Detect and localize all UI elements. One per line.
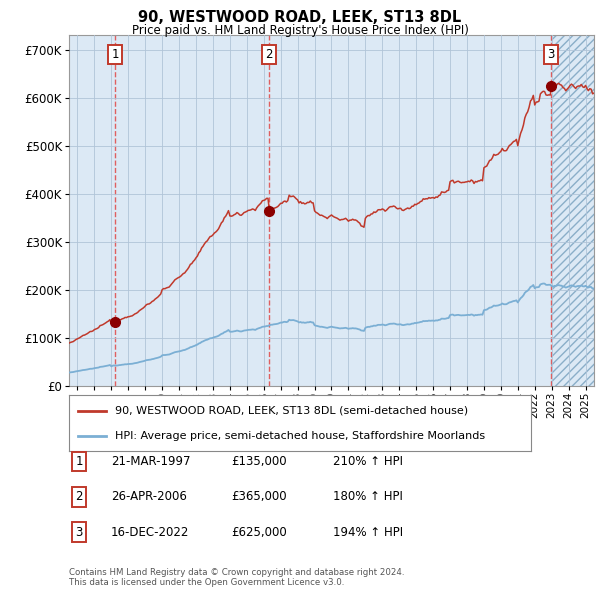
Text: 194% ↑ HPI: 194% ↑ HPI	[333, 526, 403, 539]
Text: 1: 1	[76, 455, 83, 468]
Text: 2: 2	[76, 490, 83, 503]
Text: 180% ↑ HPI: 180% ↑ HPI	[333, 490, 403, 503]
Bar	[551, 35, 594, 386]
Text: £365,000: £365,000	[231, 490, 287, 503]
Text: Contains HM Land Registry data © Crown copyright and database right 2024.
This d: Contains HM Land Registry data © Crown c…	[69, 568, 404, 587]
Text: Price paid vs. HM Land Registry's House Price Index (HPI): Price paid vs. HM Land Registry's House …	[131, 24, 469, 37]
Text: £135,000: £135,000	[231, 455, 287, 468]
Text: 3: 3	[76, 526, 83, 539]
Text: 2: 2	[265, 48, 273, 61]
Text: 21-MAR-1997: 21-MAR-1997	[111, 455, 191, 468]
Text: 90, WESTWOOD ROAD, LEEK, ST13 8DL (semi-detached house): 90, WESTWOOD ROAD, LEEK, ST13 8DL (semi-…	[115, 406, 469, 416]
Text: 16-DEC-2022: 16-DEC-2022	[111, 526, 190, 539]
Text: HPI: Average price, semi-detached house, Staffordshire Moorlands: HPI: Average price, semi-detached house,…	[115, 431, 485, 441]
Text: 90, WESTWOOD ROAD, LEEK, ST13 8DL: 90, WESTWOOD ROAD, LEEK, ST13 8DL	[139, 10, 461, 25]
Text: £625,000: £625,000	[231, 526, 287, 539]
Text: 1: 1	[112, 48, 119, 61]
Text: 3: 3	[547, 48, 554, 61]
Text: 210% ↑ HPI: 210% ↑ HPI	[333, 455, 403, 468]
Text: 26-APR-2006: 26-APR-2006	[111, 490, 187, 503]
